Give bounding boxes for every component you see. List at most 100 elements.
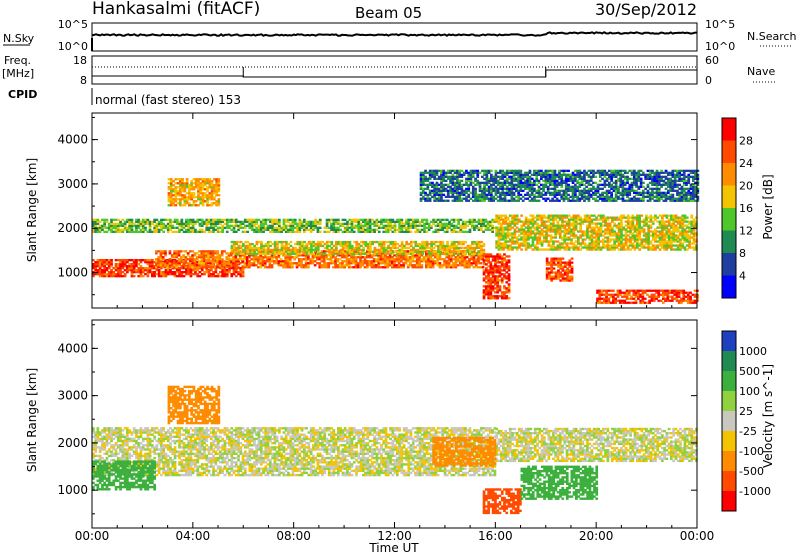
heatmap-cell <box>430 252 433 256</box>
heatmap-cell <box>554 216 557 219</box>
heatmap-cell <box>94 269 97 272</box>
heatmap-cell <box>173 254 176 257</box>
heatmap-cell <box>545 228 548 231</box>
heatmap-cell <box>198 275 202 278</box>
heatmap-cell <box>617 228 621 231</box>
heatmap-cell <box>489 285 493 288</box>
heatmap-cell <box>662 295 665 298</box>
heatmap-cell <box>566 269 569 272</box>
heatmap-cell <box>552 257 556 260</box>
heatmap-cell <box>506 230 510 233</box>
heatmap-cell <box>586 234 589 237</box>
heatmap-cell <box>561 277 565 280</box>
heatmap-cell <box>468 254 471 257</box>
heatmap-cell <box>215 188 218 191</box>
heatmap-cell <box>538 230 542 233</box>
heatmap-cell <box>446 250 449 254</box>
heatmap-cell <box>552 214 555 217</box>
heatmap-cell <box>518 230 521 233</box>
heatmap-cell <box>570 275 574 278</box>
heatmap-cell <box>506 218 510 221</box>
heatmap-cell <box>128 269 131 272</box>
heatmap-cell <box>550 263 553 266</box>
heatmap-cell <box>563 228 567 231</box>
heatmap-cell <box>220 258 224 261</box>
heatmap-cell <box>357 222 361 225</box>
heatmap-cell <box>368 230 372 233</box>
heatmap-cell <box>339 228 342 231</box>
heatmap-cell <box>409 218 413 221</box>
heatmap-cell <box>556 226 560 229</box>
heatmap-cell <box>360 240 363 244</box>
heatmap-cell <box>459 240 463 244</box>
heatmap-cell <box>94 222 97 225</box>
heatmap-cell <box>616 291 620 294</box>
heatmap-cell <box>456 258 460 261</box>
heatmap-cell <box>681 224 685 227</box>
heatmap-cell <box>690 228 694 231</box>
heatmap-cell <box>273 250 277 254</box>
heatmap-cell <box>121 263 125 266</box>
heatmap-cell <box>554 263 558 266</box>
heatmap-cell <box>672 228 675 231</box>
heatmap-cell <box>389 220 392 223</box>
heatmap-cell <box>491 218 494 221</box>
heatmap-cell <box>246 230 249 233</box>
heatmap-cell <box>425 266 428 269</box>
heatmap-cell <box>497 236 501 239</box>
heatmap-cell <box>332 244 336 248</box>
heatmap-cell <box>384 220 388 223</box>
heatmap-cell <box>552 216 555 219</box>
heatmap-cell <box>366 230 370 233</box>
heatmap-cell <box>661 222 664 225</box>
heatmap-cell <box>599 230 603 233</box>
heatmap-cell <box>368 250 371 253</box>
heatmap-cell <box>459 254 462 257</box>
heatmap-cell <box>259 262 263 265</box>
heatmap-cell <box>654 214 657 217</box>
heatmap-cell <box>182 267 186 270</box>
heatmap-cell <box>325 226 329 229</box>
heatmap-cell <box>234 269 238 272</box>
heatmap-cell <box>314 246 318 250</box>
heatmap-cell <box>204 252 208 255</box>
heatmap-cell <box>207 258 210 261</box>
heatmap-cell <box>288 264 292 267</box>
heatmap-cell <box>103 259 106 262</box>
heatmap-cell <box>415 260 419 263</box>
heatmap-cell <box>103 269 106 272</box>
heatmap-cell <box>461 256 464 259</box>
heatmap-cell <box>475 242 479 246</box>
heatmap-cell <box>673 289 676 292</box>
heatmap-cell <box>674 236 678 239</box>
heatmap-cell <box>579 236 582 239</box>
heatmap-cell <box>491 259 495 262</box>
heatmap-cell <box>361 264 365 267</box>
heatmap-cell <box>266 252 270 256</box>
heatmap-cell <box>304 256 308 259</box>
heatmap-cell <box>148 228 152 231</box>
heatmap-cell <box>266 256 269 259</box>
heatmap-cell <box>491 220 494 223</box>
heatmap-cell <box>366 218 370 221</box>
heatmap-cell <box>121 267 125 270</box>
heatmap-cell <box>307 258 310 261</box>
heatmap-cell <box>348 240 352 244</box>
heatmap-cell <box>330 252 334 256</box>
heatmap-cell <box>689 291 692 294</box>
heatmap-cell <box>123 228 127 231</box>
heatmap-cell <box>629 224 632 227</box>
heatmap-cell <box>674 214 678 217</box>
heatmap-cell <box>524 236 528 239</box>
heatmap-cell <box>494 263 497 266</box>
heatmap-cell <box>558 214 562 217</box>
heatmap-cell <box>285 244 288 248</box>
heatmap-cell <box>173 266 176 269</box>
heatmap-cell <box>189 218 193 221</box>
heatmap-cell <box>680 299 683 302</box>
heatmap-cell <box>547 224 551 227</box>
heatmap-cell <box>545 261 549 264</box>
heatmap-cell <box>482 277 486 280</box>
heatmap-cell <box>450 218 454 221</box>
heatmap-cell <box>298 230 302 233</box>
